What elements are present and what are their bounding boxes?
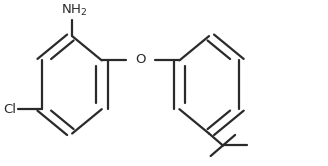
Text: NH$_2$: NH$_2$ [61,3,87,18]
Text: O: O [135,53,146,66]
Text: Cl: Cl [3,103,16,116]
